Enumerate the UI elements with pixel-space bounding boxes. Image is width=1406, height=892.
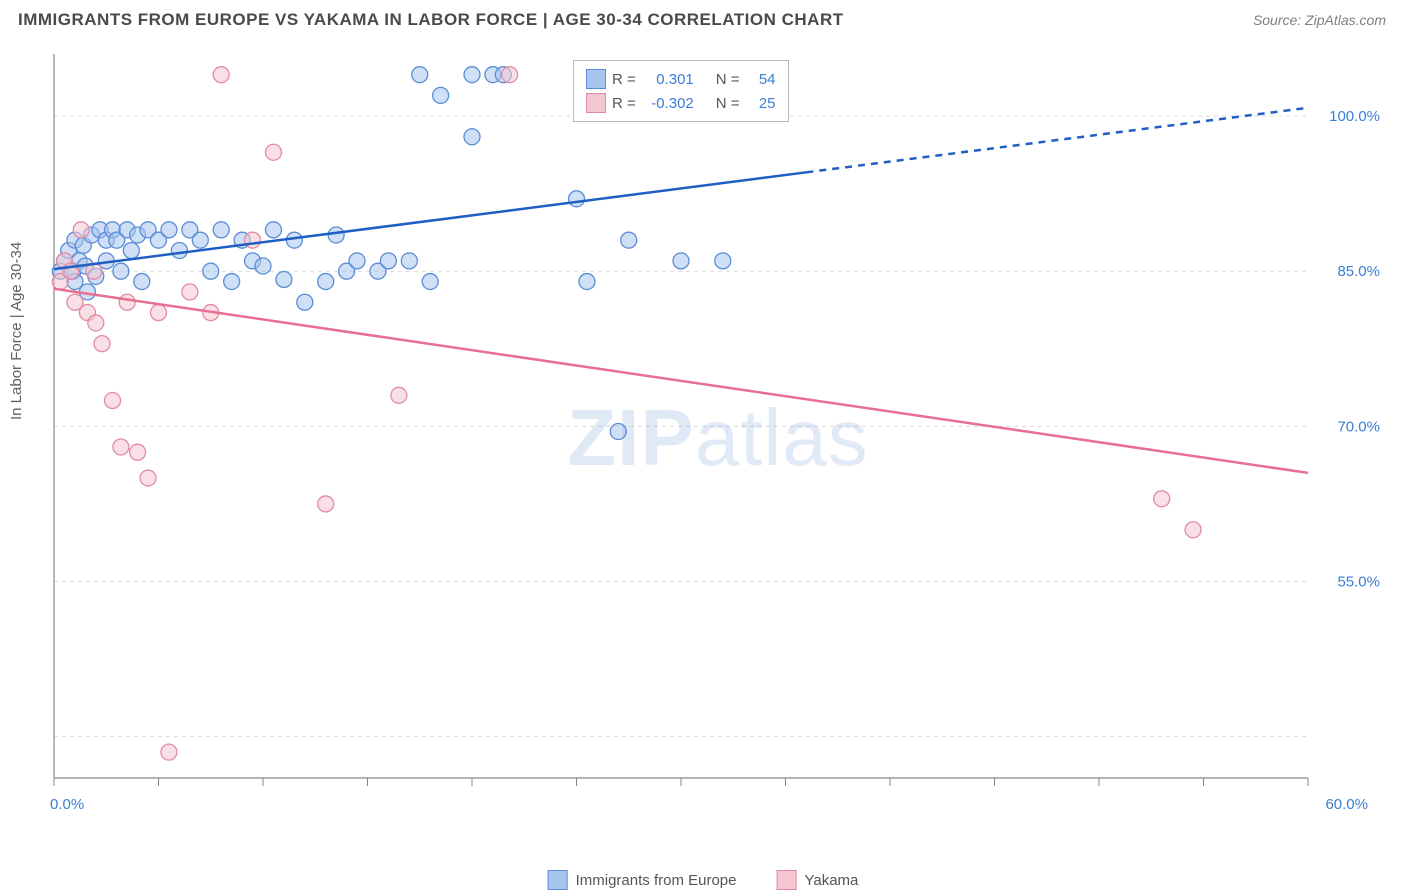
svg-text:100.0%: 100.0% [1329, 108, 1380, 125]
series-swatch [586, 93, 606, 113]
chart-title: IMMIGRANTS FROM EUROPE VS YAKAMA IN LABO… [18, 10, 844, 30]
svg-text:70.0%: 70.0% [1337, 418, 1380, 435]
n-label: N = [716, 95, 740, 112]
series-swatch [586, 69, 606, 89]
stats-row: R = 0.301 N = 54 [586, 67, 776, 91]
x-axis-min-label: 0.0% [50, 796, 84, 813]
series-swatch [776, 870, 796, 890]
r-label: R = [612, 71, 636, 88]
x-axis-max-label: 60.0% [1325, 796, 1368, 813]
r-value: -0.302 [642, 95, 694, 112]
n-label: N = [716, 71, 740, 88]
n-value: 25 [746, 95, 776, 112]
r-label: R = [612, 95, 636, 112]
svg-text:85.0%: 85.0% [1337, 263, 1380, 280]
title-bar: IMMIGRANTS FROM EUROPE VS YAKAMA IN LABO… [0, 0, 1406, 38]
stats-legend-box: R = 0.301 N = 54 R = -0.302 N = 25 [573, 60, 789, 122]
n-value: 54 [746, 71, 776, 88]
chart-area: 55.0%70.0%85.0%100.0% ZIPatlas R =0.301N… [48, 48, 1388, 828]
legend-label: Immigrants from Europe [576, 872, 737, 889]
scatter-chart: 55.0% 70.0% 85.0% 100.0% [48, 48, 1388, 828]
legend-label: Yakama [804, 872, 858, 889]
stats-row: R = -0.302 N = 25 [586, 91, 776, 115]
legend-item: Yakama [776, 870, 858, 890]
svg-text:55.0%: 55.0% [1337, 573, 1380, 590]
series-swatch [548, 870, 568, 890]
y-axis-label: In Labor Force | Age 30-34 [8, 242, 25, 420]
r-value: 0.301 [642, 71, 694, 88]
source-attribution: Source: ZipAtlas.com [1253, 12, 1386, 28]
legend-item: Immigrants from Europe [548, 870, 737, 890]
bottom-legend: Immigrants from Europe Yakama [548, 870, 859, 890]
